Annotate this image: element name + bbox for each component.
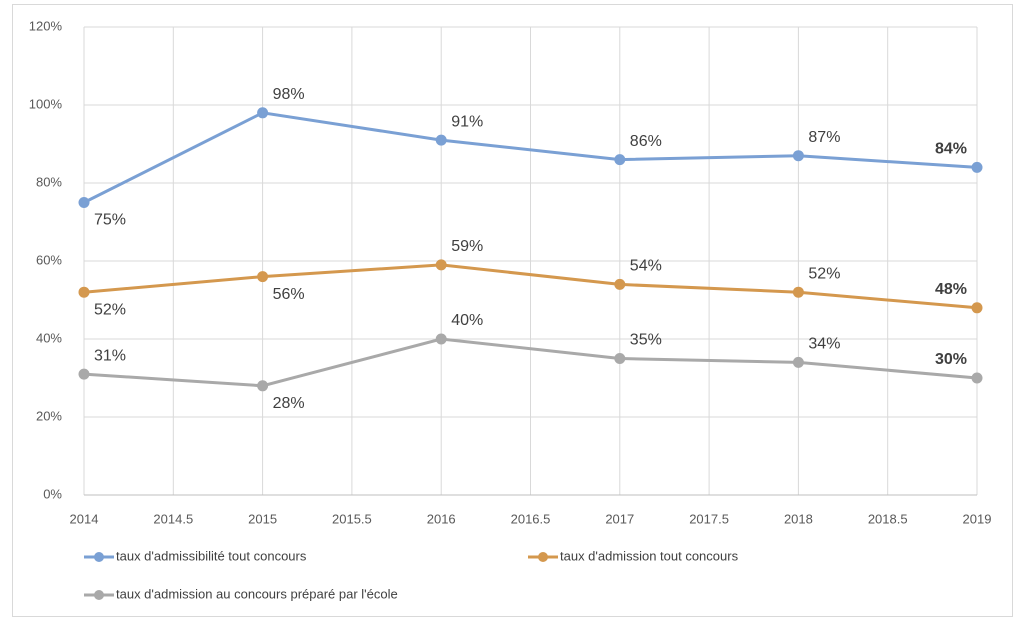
data-point: [792, 356, 804, 368]
legend-label: taux d'admission au concours préparé par…: [116, 586, 398, 601]
x-tick-label: 2016: [427, 511, 456, 526]
y-tick-label: 80%: [36, 174, 62, 189]
data-label: 98%: [273, 86, 305, 103]
data-label: 59%: [451, 238, 483, 255]
data-label: 84%: [935, 141, 967, 158]
data-label: 91%: [451, 113, 483, 130]
data-point: [78, 368, 90, 380]
data-label: 86%: [630, 133, 662, 150]
data-point: [614, 278, 626, 290]
legend-marker: [94, 552, 104, 562]
x-tick-label: 2018: [784, 511, 813, 526]
data-label: 28%: [273, 395, 305, 412]
series-line: [83, 111, 978, 204]
data-label: 30%: [935, 351, 967, 368]
y-tick-label: 120%: [29, 18, 63, 33]
data-label: 34%: [808, 336, 840, 353]
data-point: [614, 154, 626, 166]
x-tick-label: 2015: [248, 511, 277, 526]
x-tick-label: 2016.5: [511, 511, 551, 526]
data-label: 31%: [94, 347, 126, 364]
data-point: [78, 197, 90, 208]
data-point: [257, 380, 269, 392]
data-point: [971, 302, 983, 314]
x-tick-label: 2019: [963, 511, 992, 526]
data-label: 52%: [808, 265, 840, 282]
series-line: [83, 263, 978, 310]
data-label: 52%: [94, 301, 126, 318]
data-label: 54%: [630, 258, 662, 275]
y-tick-label: 20%: [36, 408, 62, 423]
legend-label: taux d'admission tout concours: [560, 548, 739, 563]
data-label: 35%: [630, 332, 662, 349]
data-point: [971, 372, 983, 384]
x-tick-label: 2017.5: [689, 511, 729, 526]
data-point: [971, 161, 983, 173]
data-point: [792, 286, 804, 298]
legend-marker: [94, 590, 104, 600]
y-tick-label: 40%: [36, 330, 62, 345]
chart-frame: [12, 4, 1013, 617]
y-tick-label: 60%: [36, 252, 62, 267]
data-point: [792, 150, 804, 162]
x-tick-label: 2015.5: [332, 511, 372, 526]
y-tick-label: 0%: [43, 486, 62, 501]
x-tick-label: 2014: [70, 511, 99, 526]
data-point: [257, 107, 269, 119]
x-tick-label: 2018.5: [868, 511, 908, 526]
data-point: [435, 333, 447, 345]
series-line: [83, 337, 978, 388]
data-point: [435, 259, 447, 271]
data-label: 87%: [808, 129, 840, 146]
data-point: [435, 134, 447, 146]
data-label: 40%: [451, 312, 483, 329]
data-point: [257, 271, 269, 283]
x-tick-label: 2017: [605, 511, 634, 526]
x-tick-label: 2014.5: [153, 511, 193, 526]
data-label: 48%: [935, 281, 967, 298]
y-tick-label: 100%: [29, 96, 63, 111]
data-label: 56%: [273, 286, 305, 303]
data-label: 75%: [94, 212, 126, 229]
data-point: [78, 286, 90, 298]
legend-marker: [538, 552, 548, 562]
legend-label: taux d'admissibilité tout concours: [116, 548, 307, 563]
data-point: [614, 353, 626, 364]
